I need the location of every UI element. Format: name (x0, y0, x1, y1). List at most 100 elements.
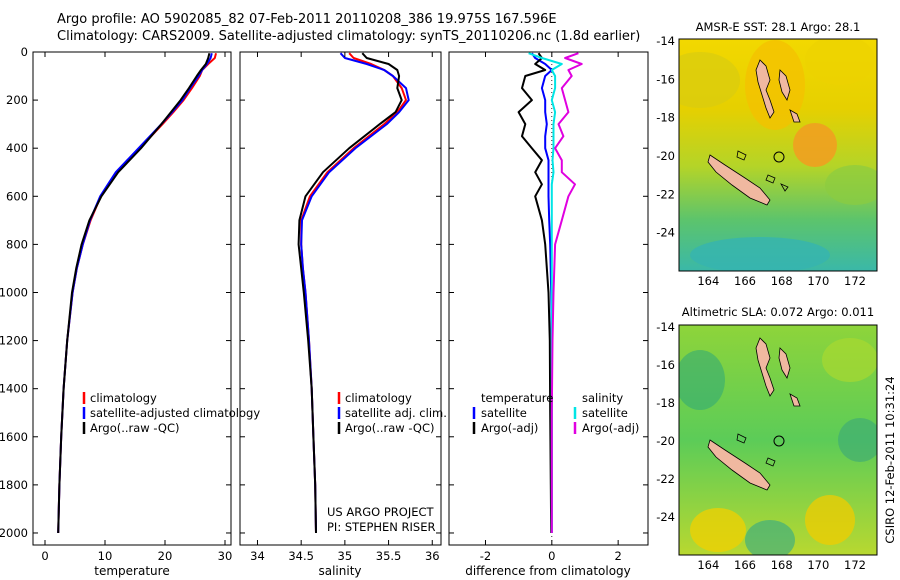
sla-patch (822, 338, 877, 382)
series-line-temperature-argo-adj- (517, 52, 553, 534)
vanuatu-island (778, 347, 791, 379)
csiro-timestamp: CSIRO 12-Feb-2011 10:31:24 (883, 376, 897, 543)
y-tick-label: 1000 (0, 285, 28, 299)
difference-axis-label: difference from climatology (465, 564, 631, 578)
argo-float-location (773, 435, 785, 447)
sst-patch (825, 165, 877, 205)
legend-label-sal-argo: Argo(-adj) (582, 421, 639, 435)
map-y-tick-label: -20 (656, 149, 675, 163)
map-y-tick-label: -16 (656, 72, 675, 86)
legend-heading-temperature: temperature (481, 391, 553, 405)
sla-low-patch (838, 418, 877, 462)
new-caledonia (707, 439, 771, 491)
vanuatu-island (778, 69, 791, 101)
series-line-argo-raw-qc- (297, 52, 403, 534)
map-x-tick-label: 170 (807, 274, 829, 288)
x-tick-label: 36 (425, 549, 440, 563)
map-x-tick-label: 164 (697, 558, 719, 572)
island (789, 109, 801, 123)
sst-cool-patch (690, 237, 830, 271)
map-x-tick-label: 168 (771, 558, 793, 572)
difference-panel-frame (448, 51, 649, 546)
legend-label-satellite: satellite-adjusted climatology (90, 406, 260, 420)
x-tick-label: 2 (614, 549, 621, 563)
salinity-axis-label: salinity (318, 564, 361, 578)
x-tick-label: 35.5 (376, 549, 402, 563)
sst-patch (679, 52, 740, 108)
salinity-panel-frame (239, 51, 442, 546)
map-x-tick-label: 166 (734, 558, 756, 572)
map-y-tick-label: -24 (656, 226, 675, 240)
x-tick-label: 35 (338, 549, 353, 563)
map-y-tick-label: -24 (656, 510, 675, 524)
vanuatu-island (755, 337, 775, 397)
x-tick-label: 30 (218, 549, 233, 563)
project-credit: US ARGO PROJECT (327, 505, 435, 519)
map-x-tick-label: 170 (807, 558, 829, 572)
map-y-tick-label: -16 (656, 358, 675, 372)
y-tick-label: 200 (6, 93, 28, 107)
map-x-tick-label: 166 (734, 274, 756, 288)
x-tick-label: 10 (98, 549, 113, 563)
legend-label-climatology: climatology (90, 391, 157, 405)
legend-label-argo: Argo(..raw -QC) (345, 421, 435, 435)
x-tick-label: 0 (41, 549, 48, 563)
x-tick-label: -2 (480, 549, 491, 563)
sst-map (679, 39, 877, 271)
y-tick-label: 1400 (0, 382, 28, 396)
y-tick-label: 1200 (0, 334, 28, 348)
y-tick-label: 0 (21, 45, 28, 59)
island (736, 150, 747, 161)
island (765, 457, 776, 467)
vanuatu-island (755, 59, 775, 119)
new-caledonia (707, 154, 771, 206)
sla-low-patch (679, 350, 725, 410)
sla-high-patch (690, 508, 746, 552)
series-line-climatology (57, 52, 217, 534)
sla-map (679, 325, 877, 555)
map-x-tick-label: 168 (771, 274, 793, 288)
island (736, 433, 747, 444)
sst-patch (805, 39, 875, 85)
sla-map-frame (678, 324, 878, 556)
map-y-tick-label: -14 (656, 320, 675, 334)
map-y-tick-label: -18 (656, 111, 675, 125)
sst-warm-patch (793, 123, 837, 167)
series-line-salinity-argo-adj- (550, 52, 583, 533)
legend-label-satellite: satellite adj. clim. (345, 406, 447, 420)
legend-label-temp-satellite: satellite (481, 406, 527, 420)
y-tick-label: 1800 (0, 478, 28, 492)
legend-label-sal-satellite: satellite (582, 406, 628, 420)
sla-high-patch (805, 495, 855, 545)
map-y-tick-label: -14 (656, 34, 675, 48)
legend-heading-salinity: salinity (582, 391, 623, 405)
map-y-tick-label: -20 (656, 434, 675, 448)
x-tick-label: 34.5 (288, 549, 314, 563)
x-tick-label: 0 (548, 549, 555, 563)
legend-label-temp-argo: Argo(-adj) (481, 421, 538, 435)
temperature-profile-lines (57, 52, 217, 534)
y-tick-label: 800 (6, 237, 28, 251)
x-tick-label: 20 (158, 549, 173, 563)
difference-profile-lines (517, 52, 583, 545)
y-tick-label: 600 (6, 189, 28, 203)
series-line-argo-raw-qc- (57, 52, 211, 534)
island (765, 174, 776, 184)
sst-map-title: AMSR-E SST: 28.1 Argo: 28.1 (696, 20, 861, 34)
pi-credit: PI: STEPHEN RISER (327, 520, 436, 534)
map-y-tick-label: -18 (656, 396, 675, 410)
map-x-tick-label: 164 (697, 274, 719, 288)
island (780, 183, 789, 192)
map-x-tick-label: 172 (844, 274, 866, 288)
plot-title-line1: Argo profile: AO 5902085_82 07-Feb-2011 … (57, 12, 557, 27)
series-line-salinity-satellite (528, 52, 563, 533)
series-line-satellite-adjusted-climatology (57, 52, 213, 534)
sst-map-frame (678, 38, 878, 272)
salinity-legend: climatology satellite adj. clim. Argo(..… (337, 391, 447, 435)
y-tick-label: 2000 (0, 526, 28, 540)
temperature-legend: climatology satellite-adjusted climatolo… (82, 391, 260, 435)
legend-label-climatology: climatology (345, 391, 412, 405)
temperature-axis-label: temperature (94, 564, 169, 578)
x-tick-label: 34 (250, 549, 265, 563)
